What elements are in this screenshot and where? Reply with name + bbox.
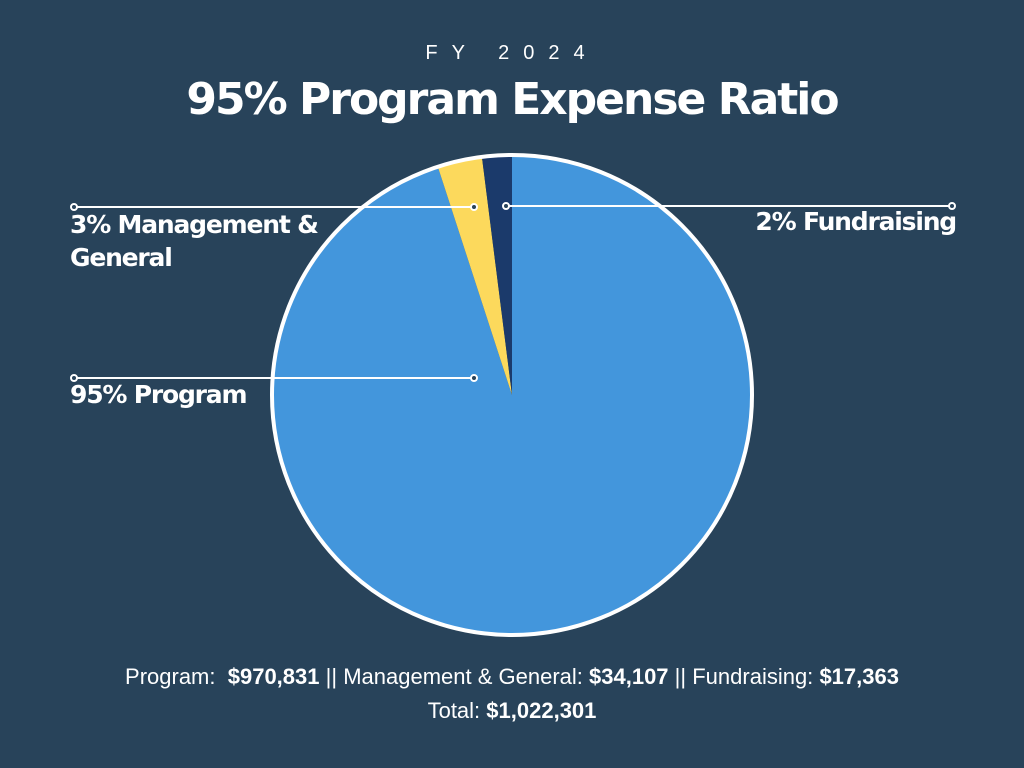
leader-lines (70, 202, 956, 382)
footer-amount: $34,107 (589, 664, 669, 689)
footer-amount: $1,022,301 (486, 698, 597, 723)
pie-slice (437, 156, 512, 395)
footer-separator: || (325, 664, 338, 689)
leader-dot (70, 203, 78, 211)
footer-line: Program: $970,831 || Management & Genera… (0, 660, 1024, 694)
pie-slice (271, 155, 752, 635)
pie-outline (270, 153, 754, 637)
slices (270, 153, 754, 637)
footer-amount: $17,363 (819, 664, 899, 689)
footer-line: Total: $1,022,301 (0, 694, 1024, 728)
title: 95% Program Expense Ratio (186, 74, 839, 125)
slice-label: 2% Fundraising (755, 207, 957, 236)
leader-dot (470, 374, 478, 382)
leader-dot (948, 202, 956, 210)
footer-label: Program: (125, 664, 216, 689)
slice-label: 95% Program (70, 380, 248, 409)
footer-label: Management & General: (343, 664, 583, 689)
footer-separator: || (674, 664, 687, 689)
slice-label: 3% Management & General (70, 210, 319, 272)
footer-label: Fundraising: (692, 664, 814, 689)
leader-dot (502, 202, 510, 210)
leader-dot (70, 374, 78, 382)
leader-dot (470, 203, 478, 211)
footer-amount: $970,831 (227, 664, 320, 689)
footer-label: Total: (427, 698, 481, 723)
subtitle: FY 2024 (425, 42, 599, 64)
pie-slice (481, 155, 512, 395)
footer: Program: $970,831 || Management & Genera… (0, 660, 1024, 728)
